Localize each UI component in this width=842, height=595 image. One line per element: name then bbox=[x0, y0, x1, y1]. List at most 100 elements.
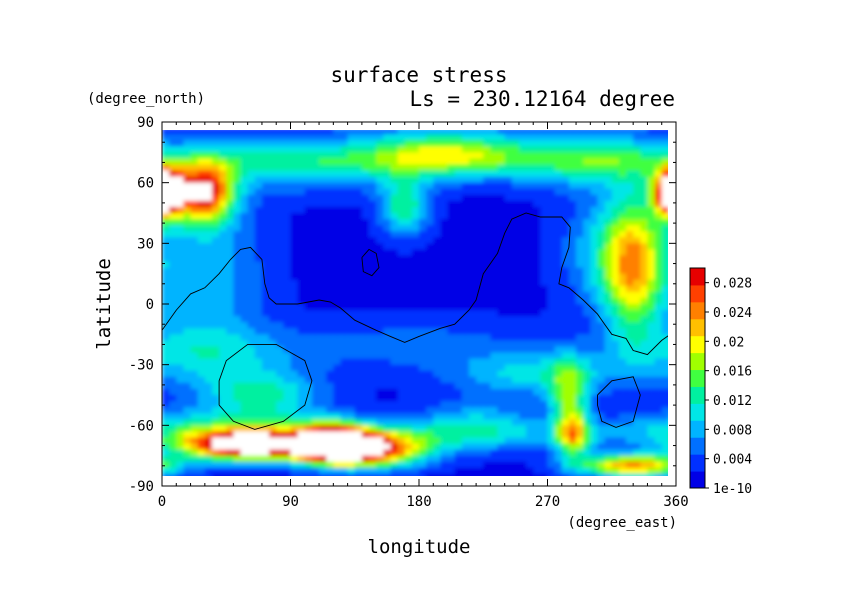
heatmap-cell bbox=[269, 419, 277, 426]
heatmap-cell bbox=[319, 140, 327, 147]
heatmap-cell bbox=[376, 461, 384, 469]
heatmap-cell bbox=[219, 431, 227, 439]
heatmap-cell bbox=[233, 285, 242, 293]
heatmap-cell bbox=[568, 376, 577, 384]
heatmap-cell bbox=[240, 188, 249, 196]
heatmap-cell bbox=[404, 413, 413, 420]
heatmap-cell bbox=[476, 455, 484, 463]
heatmap-cell bbox=[611, 425, 620, 432]
heatmap-cell bbox=[426, 395, 434, 402]
heatmap-cell bbox=[397, 461, 406, 469]
heatmap-cell bbox=[461, 364, 470, 372]
heatmap-cell bbox=[397, 413, 406, 420]
heatmap-cell bbox=[476, 200, 484, 208]
heatmap-cell bbox=[340, 388, 349, 396]
heatmap-cell bbox=[640, 249, 649, 257]
heatmap-cell bbox=[590, 243, 599, 250]
heatmap-cell bbox=[162, 352, 170, 360]
heatmap-cell bbox=[490, 401, 499, 408]
heatmap-cell bbox=[261, 437, 270, 445]
heatmap-cell bbox=[183, 443, 192, 451]
heatmap-cell bbox=[561, 431, 570, 439]
heatmap-cell bbox=[404, 370, 413, 378]
heatmap-cell bbox=[233, 291, 242, 299]
heatmap-cell bbox=[490, 243, 499, 250]
heatmap-cell bbox=[547, 140, 556, 147]
heatmap-cell bbox=[511, 164, 520, 172]
heatmap-cell bbox=[618, 370, 627, 378]
heatmap-cell bbox=[597, 473, 606, 476]
heatmap-cell bbox=[404, 401, 413, 408]
heatmap-cell bbox=[554, 382, 563, 390]
heatmap-cell bbox=[647, 146, 656, 153]
heatmap-cell bbox=[611, 285, 620, 293]
heatmap-cell bbox=[340, 182, 349, 190]
heatmap-cell bbox=[176, 285, 185, 293]
heatmap-cell bbox=[419, 407, 427, 414]
heatmap-cell bbox=[211, 231, 220, 238]
heatmap-cell bbox=[576, 461, 584, 469]
heatmap-cell bbox=[518, 267, 527, 275]
heatmap-cell bbox=[197, 401, 206, 408]
heatmap-cell bbox=[347, 382, 356, 390]
heatmap-cell bbox=[269, 130, 277, 135]
heatmap-cell bbox=[461, 334, 470, 341]
heatmap-cell bbox=[411, 449, 420, 457]
heatmap-cell bbox=[590, 461, 599, 469]
heatmap-cell bbox=[240, 370, 249, 378]
heatmap-cell bbox=[497, 388, 506, 396]
heatmap-cell bbox=[283, 291, 292, 299]
heatmap-cell bbox=[597, 364, 606, 372]
heatmap-cell bbox=[590, 146, 599, 153]
heatmap-cell bbox=[511, 316, 520, 323]
heatmap-cell bbox=[390, 213, 399, 220]
heatmap-cell bbox=[233, 322, 242, 329]
heatmap-cell bbox=[347, 146, 356, 153]
heatmap-cell bbox=[647, 473, 656, 476]
heatmap-cell bbox=[433, 134, 442, 141]
heatmap-cell bbox=[583, 455, 591, 463]
heatmap-cell bbox=[576, 328, 584, 335]
heatmap-cell bbox=[547, 279, 556, 287]
heatmap-cell bbox=[219, 261, 227, 269]
heatmap-cell bbox=[426, 255, 434, 263]
heatmap-cell bbox=[197, 431, 206, 439]
heatmap-cell bbox=[340, 370, 349, 378]
heatmap-cell bbox=[511, 346, 520, 354]
heatmap-cell bbox=[247, 134, 256, 141]
heatmap-cell bbox=[604, 425, 613, 432]
heatmap-cell bbox=[333, 425, 342, 432]
heatmap-cell bbox=[219, 401, 227, 408]
heatmap-cell bbox=[326, 419, 334, 426]
heatmap-cell bbox=[326, 449, 334, 457]
heatmap-cell bbox=[483, 170, 491, 178]
heatmap-cell bbox=[669, 183, 677, 190]
colorbar-swatch bbox=[690, 318, 705, 337]
heatmap-cell bbox=[497, 304, 506, 311]
heatmap-cell bbox=[390, 231, 399, 238]
heatmap-cell bbox=[476, 152, 484, 159]
heatmap-cell bbox=[440, 340, 449, 348]
heatmap-cell bbox=[654, 213, 663, 220]
heatmap-cell bbox=[240, 146, 249, 153]
heatmap-cell bbox=[304, 352, 313, 360]
heatmap-cell bbox=[347, 279, 356, 287]
colorbar-tick-label: 0.004 bbox=[713, 453, 752, 468]
heatmap-cell bbox=[604, 285, 613, 293]
heatmap-cell bbox=[297, 225, 306, 232]
heatmap-cell bbox=[376, 291, 384, 299]
heatmap-cell bbox=[576, 188, 584, 196]
colorbar-swatch bbox=[690, 403, 705, 421]
heatmap-cell bbox=[483, 467, 491, 475]
heatmap-cell bbox=[611, 213, 620, 220]
heatmap-cell bbox=[633, 146, 641, 153]
heatmap-cell bbox=[518, 413, 527, 420]
heatmap-cell bbox=[261, 419, 270, 426]
heatmap-cell bbox=[404, 322, 413, 329]
heatmap-cell bbox=[576, 413, 584, 420]
heatmap-cell bbox=[611, 291, 620, 299]
heatmap-cell bbox=[190, 443, 199, 451]
heatmap-cell bbox=[661, 401, 668, 408]
heatmap-cell bbox=[504, 461, 513, 469]
heatmap-cell bbox=[383, 297, 392, 305]
